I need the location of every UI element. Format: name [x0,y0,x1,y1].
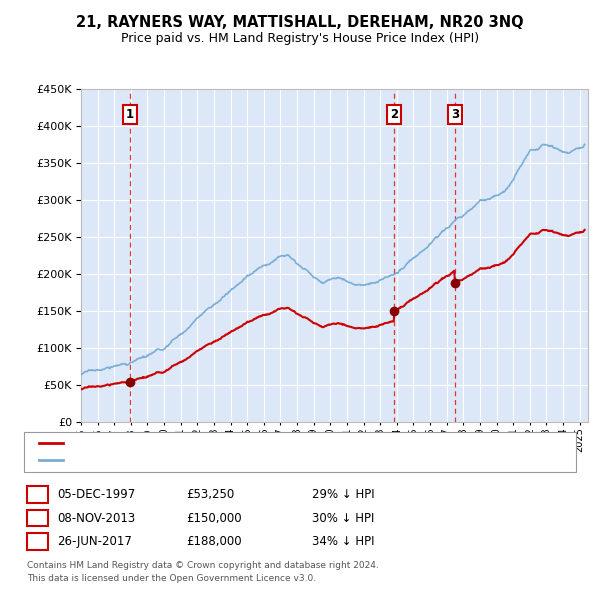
Text: 3: 3 [451,108,459,121]
Text: 29% ↓ HPI: 29% ↓ HPI [312,488,374,501]
Text: 05-DEC-1997: 05-DEC-1997 [57,488,135,501]
Text: 1: 1 [125,108,134,121]
Text: 1: 1 [34,488,41,501]
Text: 34% ↓ HPI: 34% ↓ HPI [312,535,374,548]
Text: This data is licensed under the Open Government Licence v3.0.: This data is licensed under the Open Gov… [27,573,316,583]
Text: 21, RAYNERS WAY, MATTISHALL, DEREHAM, NR20 3NQ: 21, RAYNERS WAY, MATTISHALL, DEREHAM, NR… [76,15,524,30]
Text: £188,000: £188,000 [186,535,242,548]
Text: £150,000: £150,000 [186,512,242,525]
Text: 30% ↓ HPI: 30% ↓ HPI [312,512,374,525]
Text: £53,250: £53,250 [186,488,234,501]
Text: Price paid vs. HM Land Registry's House Price Index (HPI): Price paid vs. HM Land Registry's House … [121,32,479,45]
Text: 26-JUN-2017: 26-JUN-2017 [57,535,132,548]
Text: Contains HM Land Registry data © Crown copyright and database right 2024.: Contains HM Land Registry data © Crown c… [27,560,379,570]
Text: 3: 3 [34,535,41,548]
Text: 2: 2 [34,512,41,525]
Text: 2: 2 [390,108,398,121]
Text: HPI: Average price, detached house, Breckland: HPI: Average price, detached house, Brec… [69,455,314,465]
Text: 08-NOV-2013: 08-NOV-2013 [57,512,135,525]
Text: 21, RAYNERS WAY, MATTISHALL, DEREHAM, NR20 3NQ (detached house): 21, RAYNERS WAY, MATTISHALL, DEREHAM, NR… [69,438,446,448]
